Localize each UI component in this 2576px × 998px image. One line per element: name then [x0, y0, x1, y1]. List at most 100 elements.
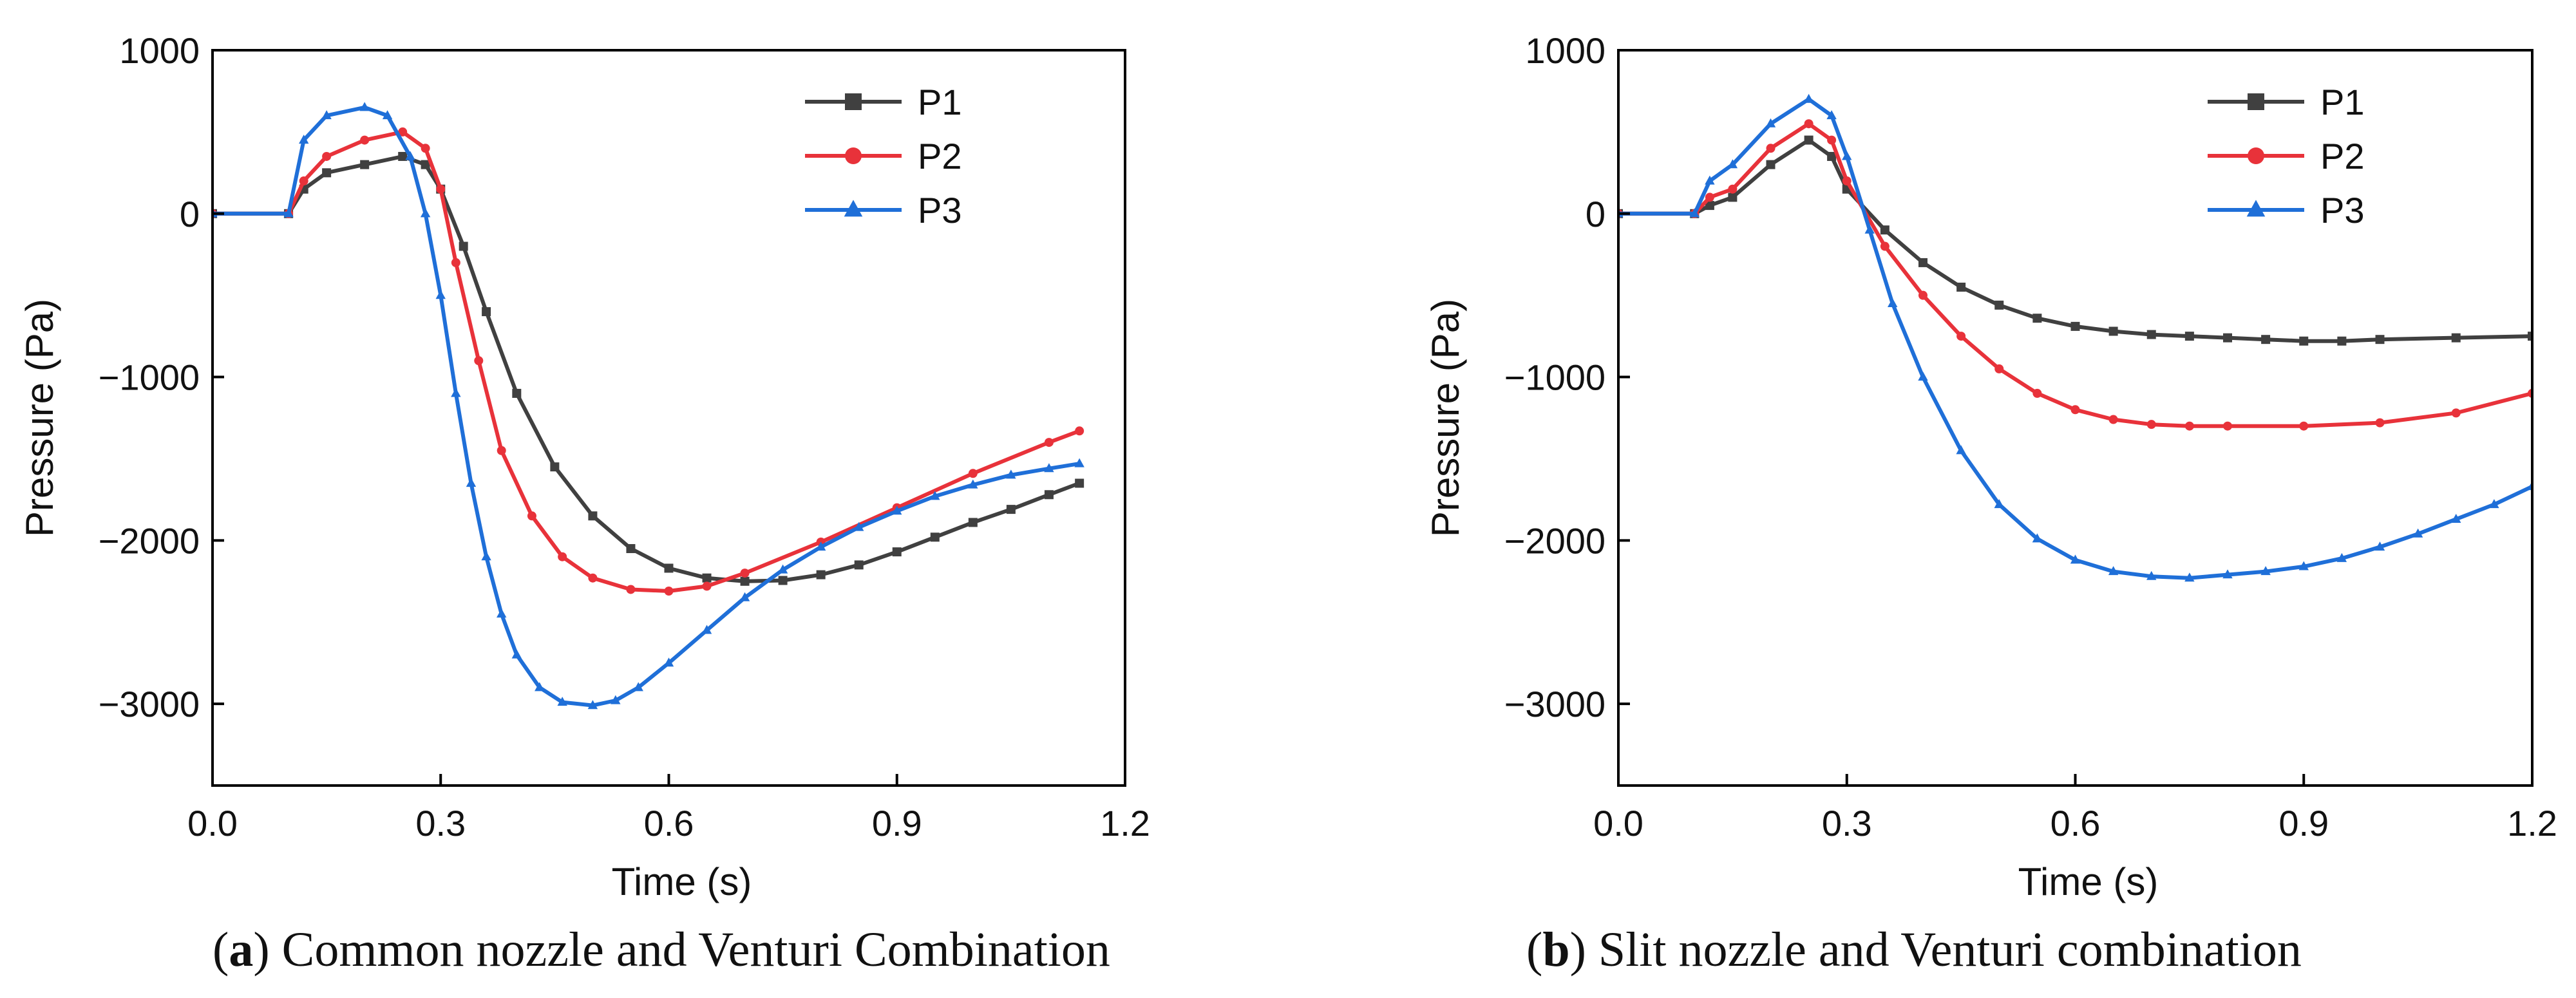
chart-a-y-axis-title: Pressure (Pa) — [18, 299, 61, 537]
chart-a-series-p2-point — [398, 127, 408, 137]
chart-a-legend: P1 P2 P3 — [805, 82, 962, 231]
chart-b-legend-label-p3: P3 — [2320, 190, 2365, 231]
chart-a-series-p3-point — [359, 102, 370, 111]
chart-b-series-p3-point — [2070, 554, 2081, 564]
chart-b-y-axis-title: Pressure (Pa) — [1424, 299, 1467, 537]
chart-a-series-p1-point — [626, 544, 636, 554]
chart-a-series-p3-point — [535, 682, 545, 692]
chart-a-series-p1-point — [1006, 505, 1016, 514]
chart-b-series-p3-point — [2222, 569, 2233, 579]
chart-b-series-p2-point — [1880, 241, 1889, 251]
caption-b: (b) Slit nozzle and Venturi combination — [1526, 923, 2302, 977]
chart-b-series-p1-point — [2337, 336, 2347, 346]
chart-a-legend-label-p3: P3 — [918, 190, 962, 231]
chart-a-series-p3-point — [382, 110, 393, 120]
chart-b-series-p3-point — [2412, 528, 2423, 538]
caption-a: (a) Common nozzle and Venturi Combinatio… — [213, 923, 1110, 977]
chart-a-series-p1-point — [1075, 478, 1084, 488]
chart-a-legend-marker-p1 — [845, 93, 862, 110]
chart-b-series-p3-point — [2298, 561, 2309, 570]
chart-b-y-tick-label: −1000 — [1504, 357, 1605, 398]
chart-b-series-p3-point — [2184, 572, 2195, 582]
chart-b-series-p1-point — [2451, 333, 2461, 343]
chart-b-y-tick-label: 1000 — [1525, 30, 1605, 71]
chart-a-series-p3-point — [777, 564, 788, 574]
chart-a-series-p2-point — [451, 258, 460, 267]
chart-b-series-p3-point — [1689, 208, 1700, 218]
chart-b-series-p3-point — [1826, 110, 1837, 120]
chart-a-y-tick-label: −1000 — [99, 357, 200, 398]
chart-b-series-p3-point — [1994, 499, 2004, 509]
chart-a-x-tick-label: 0.3 — [415, 803, 466, 843]
chart-b-series-p1-point — [1827, 151, 1837, 161]
caption-a-letter: a — [229, 923, 254, 977]
chart-a-legend-marker-p2 — [845, 147, 862, 164]
chart-a-series-p2-point — [1044, 438, 1054, 447]
chart-b-series-p1-point — [2299, 336, 2309, 346]
chart-b-series-p2-point — [1728, 184, 1738, 194]
chart-a-series-p1-point — [664, 563, 674, 573]
chart-a-x-tick-label: 0.6 — [644, 803, 694, 843]
chart-a-series-p3-point — [511, 649, 522, 659]
chart-a-series-p3-point — [283, 208, 294, 218]
chart-b-series-p3-point — [1956, 445, 1966, 455]
chart-a-series-p1-point — [702, 573, 712, 583]
chart-a-series-p1-point — [930, 532, 940, 542]
caption-b-text: Slit nozzle and Venturi combination — [1598, 923, 2302, 977]
chart-b-series-p3-point — [2336, 552, 2347, 562]
chart-b-series-p1-point — [2184, 332, 2194, 341]
chart-b-series-p1-point — [1766, 160, 1776, 169]
chart-a-series-p3-point — [1044, 463, 1054, 473]
chart-b-series-p2-point — [1956, 332, 1966, 341]
chart-b-series-p2-point — [2451, 408, 2461, 418]
chart-a-series-p3-point — [611, 695, 621, 704]
chart-b-legend-marker-p1 — [2248, 93, 2264, 110]
chart-a-legend-label-p1: P1 — [918, 82, 962, 122]
chart-a-series-p2-point — [664, 587, 674, 596]
chart-b-series-p3-point — [1727, 159, 1738, 169]
chart-a-series-p3-point — [930, 491, 940, 500]
chart-b-series-p2-point — [1705, 193, 1714, 202]
chart-a-series-p3-point — [557, 697, 567, 706]
chart-b-series-p1-point — [1804, 135, 1814, 145]
chart-b-series-p3-point — [1803, 93, 1814, 103]
chart-b-series-p3-point — [1705, 175, 1715, 185]
chart-b-x-axis-title: Time (s) — [2018, 860, 2159, 903]
chart-b-series-p3-point — [1918, 372, 1928, 381]
chart-b-series-p2-point — [2375, 418, 2385, 428]
chart-b-legend-marker-p3 — [2246, 200, 2266, 217]
chart-b-series-p2-point — [1994, 364, 2004, 373]
chart-a-series-p3-point — [892, 505, 902, 515]
chart-a-series-p1-point — [854, 560, 864, 570]
chart-b-series-p1-point — [1918, 258, 1927, 267]
chart-b-legend-marker-p2 — [2248, 147, 2264, 164]
chart-b-series-p2-line — [1618, 122, 2532, 428]
chart-a-series-p2-point — [360, 135, 370, 145]
chart-b-series-p3-point — [2489, 499, 2499, 509]
chart-b-series-p3-point — [1765, 118, 1776, 127]
chart-a-x-tick-label: 0.9 — [872, 803, 922, 843]
chart-b-series-p3-point — [2032, 533, 2043, 543]
chart-b-series-p2-point — [1842, 176, 1852, 186]
chart-a-series-p3-point — [481, 551, 491, 561]
chart-a-series-p2-point — [702, 581, 712, 591]
chart-b-series-p1-point — [1994, 300, 2004, 310]
chart-a-series-p1-point — [360, 160, 370, 169]
chart-b-series-p1-point — [2528, 332, 2532, 341]
chart-a-y-tick-label: −3000 — [99, 684, 200, 724]
chart-a-series-p1-point — [459, 241, 468, 251]
chart-b-x-tick-label: 0.0 — [1593, 803, 1643, 843]
chart-a-y-tick-label: 0 — [180, 194, 200, 234]
chart-a-series-p3-point — [451, 388, 461, 397]
chart-a-series-p3-point — [497, 608, 507, 618]
chart-b-series-p1-point — [1880, 225, 1889, 235]
chart-b-x-tick-label: 0.9 — [2278, 803, 2329, 843]
chart-b-legend: P1 P2 P3 — [2208, 82, 2365, 231]
chart-b-series-p3-point — [2260, 566, 2271, 576]
chart-a-series-p2-point — [322, 151, 332, 161]
chart-b-series-p1-point — [1956, 282, 1966, 292]
chart-a-series-p2-point — [497, 446, 506, 455]
chart-b-legend-label-p1: P1 — [2320, 82, 2365, 122]
chart-b-series-p3-point — [2451, 513, 2461, 523]
